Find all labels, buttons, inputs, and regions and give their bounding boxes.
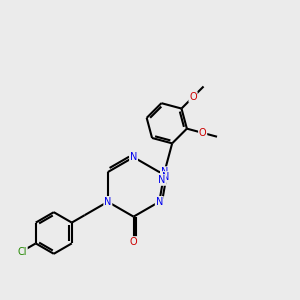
- Text: O: O: [130, 237, 137, 247]
- Text: N: N: [130, 152, 137, 162]
- Text: N: N: [104, 197, 112, 207]
- Text: N: N: [158, 175, 166, 185]
- Text: O: O: [199, 128, 206, 138]
- Text: Cl: Cl: [17, 247, 27, 257]
- Text: N: N: [161, 167, 168, 177]
- Text: N: N: [156, 197, 163, 207]
- Text: N: N: [162, 172, 170, 182]
- Text: O: O: [189, 92, 197, 102]
